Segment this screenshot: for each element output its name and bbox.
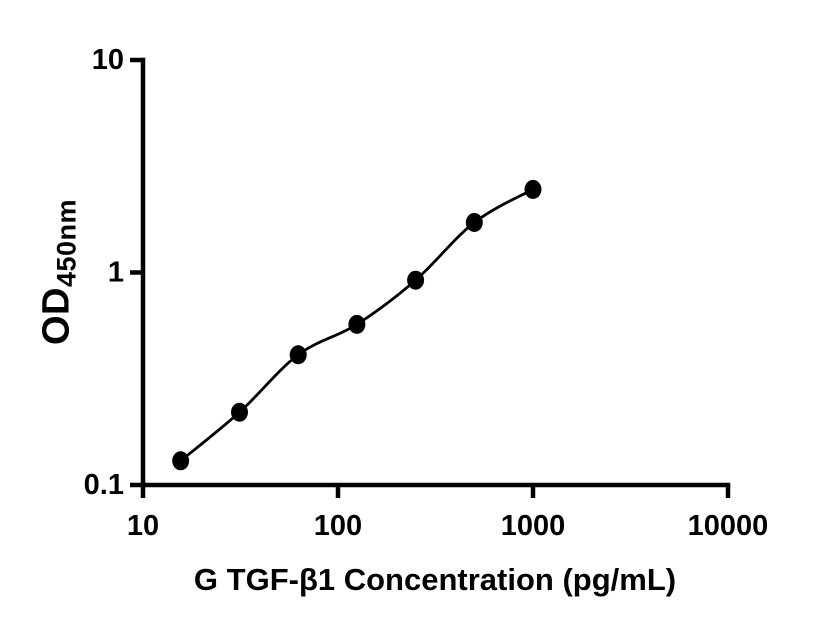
x-tick-label: 10000 <box>688 510 769 542</box>
data-point-marker <box>172 451 190 471</box>
data-point-marker <box>230 402 248 422</box>
data-points <box>172 179 542 471</box>
y-tick-label: 10 <box>92 44 124 76</box>
data-point-marker <box>348 314 366 334</box>
x-axis-title: G TGF-β1 Concentration (pg/mL) <box>193 562 677 597</box>
y-axis-label-main: OD <box>35 287 78 346</box>
x-tick-label: 1000 <box>501 510 566 542</box>
y-tick-label: 1 <box>108 257 124 289</box>
y-tick-label: 0.1 <box>84 469 124 501</box>
y-axis-label: OD450nm <box>35 198 82 346</box>
x-tick-label: 10 <box>127 510 159 542</box>
y-axis-label-sub: 450nm <box>51 198 82 288</box>
data-point-marker <box>524 179 542 199</box>
data-point-marker <box>289 345 307 365</box>
axis-ticks <box>130 57 731 498</box>
x-tick-label: 100 <box>314 510 362 542</box>
data-point-marker <box>407 270 425 290</box>
data-point-marker <box>465 212 483 232</box>
